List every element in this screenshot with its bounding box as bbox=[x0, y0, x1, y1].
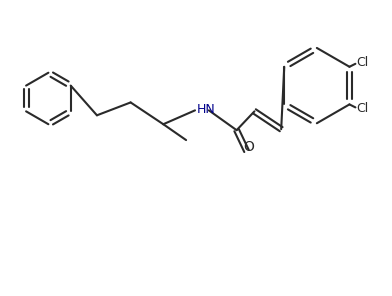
Text: HN: HN bbox=[197, 103, 216, 116]
Text: Cl: Cl bbox=[356, 102, 368, 115]
Text: O: O bbox=[243, 140, 254, 154]
Text: Cl: Cl bbox=[356, 56, 368, 69]
